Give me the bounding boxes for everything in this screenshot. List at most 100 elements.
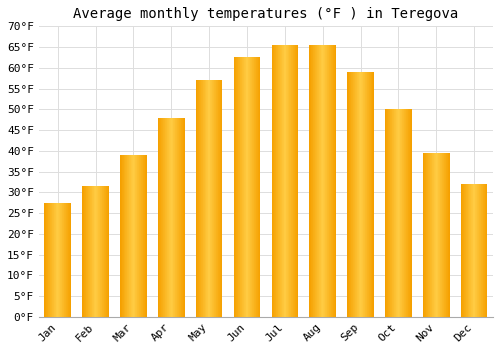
Bar [45,203,46,317]
Bar [248,57,249,317]
Bar [258,57,259,317]
Bar [350,72,352,317]
Bar [311,45,312,317]
Bar [101,186,102,317]
Bar [442,153,443,317]
Bar [282,45,283,317]
Bar [237,57,238,317]
Bar [136,155,137,317]
Bar [59,203,60,317]
Bar [63,203,64,317]
Bar [164,118,166,317]
Bar [316,45,317,317]
Bar [209,80,210,317]
Bar [468,184,469,317]
Bar [52,203,53,317]
Bar [367,72,368,317]
Bar [467,184,468,317]
Bar [83,186,84,317]
Bar [142,155,144,317]
Bar [402,109,403,317]
Bar [202,80,203,317]
Bar [82,186,83,317]
Bar [211,80,212,317]
Bar [396,109,397,317]
Bar [49,203,50,317]
Bar [84,186,85,317]
Bar [129,155,130,317]
Bar [168,118,170,317]
Bar [354,72,356,317]
Bar [314,45,315,317]
Bar [126,155,127,317]
Bar [486,184,488,317]
Bar [170,118,172,317]
Bar [70,203,71,317]
Bar [89,186,90,317]
Bar [365,72,366,317]
Bar [158,118,160,317]
Bar [291,45,292,317]
Bar [411,109,412,317]
Bar [366,72,367,317]
Bar [294,45,295,317]
Bar [138,155,140,317]
Bar [326,45,328,317]
Bar [288,45,289,317]
Bar [312,45,313,317]
Bar [238,57,239,317]
Bar [176,118,178,317]
Bar [166,118,168,317]
Bar [207,80,208,317]
Bar [352,72,354,317]
Bar [96,186,97,317]
Bar [482,184,483,317]
Bar [51,203,52,317]
Bar [102,186,103,317]
Bar [431,153,432,317]
Bar [328,45,330,317]
Bar [172,118,174,317]
Bar [473,184,474,317]
Bar [249,57,250,317]
Bar [369,72,370,317]
Bar [315,45,316,317]
Bar [92,186,93,317]
Bar [363,72,364,317]
Bar [445,153,446,317]
Bar [274,45,275,317]
Bar [220,80,221,317]
Bar [174,118,176,317]
Bar [437,153,438,317]
Bar [259,57,260,317]
Bar [407,109,408,317]
Bar [397,109,398,317]
Bar [127,155,128,317]
Bar [246,57,247,317]
Bar [320,45,322,317]
Bar [236,57,237,317]
Bar [219,80,220,317]
Bar [479,184,480,317]
Bar [289,45,290,317]
Bar [134,155,135,317]
Bar [88,186,89,317]
Bar [276,45,277,317]
Bar [46,203,47,317]
Bar [482,184,484,317]
Bar [241,57,242,317]
Bar [131,155,132,317]
Bar [250,57,251,317]
Bar [120,155,121,317]
Bar [405,109,406,317]
Bar [68,203,69,317]
Bar [53,203,54,317]
Bar [50,203,51,317]
Bar [322,45,324,317]
Bar [433,153,434,317]
Bar [316,45,318,317]
Bar [243,57,244,317]
Bar [400,109,401,317]
Bar [252,57,253,317]
Bar [364,72,365,317]
